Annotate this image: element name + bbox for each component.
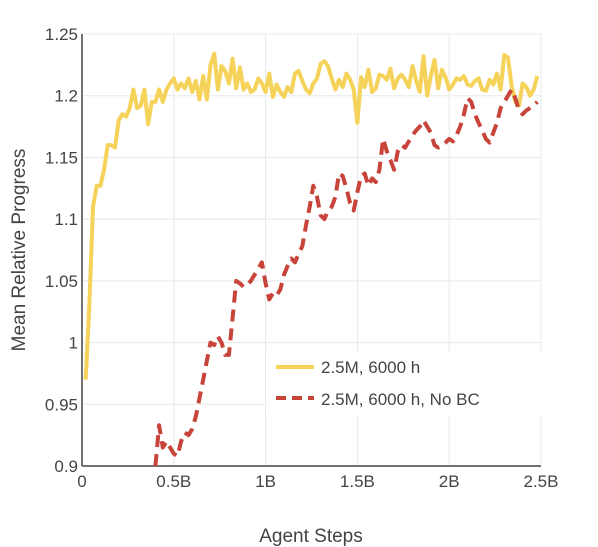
y-axis-title: Mean Relative Progress [9,149,30,352]
y-tick-label: 1.1 [54,210,78,229]
x-axis-title: Agent Steps [259,526,363,547]
x-tick-label: 0 [77,472,86,491]
x-tick-label: 0.5B [156,472,191,491]
legend-label-series-1: 2.5M, 6000 h [321,358,420,377]
series-line-2 [153,87,539,467]
y-tick-label: 0.9 [54,457,78,476]
x-tick-label: 2.5B [524,472,559,491]
axes [81,34,541,467]
y-tick-label: 1.25 [45,25,78,44]
y-tick-label: 0.95 [45,395,78,414]
legend: 2.5M, 6000 h 2.5M, 6000 h, No BC [266,352,546,416]
legend-label-series-2: 2.5M, 6000 h, No BC [321,390,480,409]
y-tick-label: 1.2 [54,87,78,106]
tick-labels: 0.9 0.95 1 1.05 1.1 1.15 1.2 1.25 0 0.5B 1B 1.5B 2B 2… [45,25,559,491]
series-line-1 [83,51,540,380]
series-group [83,51,540,467]
x-tick-label: 2B [439,472,460,491]
y-tick-label: 1.05 [45,272,78,291]
x-tick-label: 1B [255,472,276,491]
y-tick-label: 1.15 [45,148,78,167]
y-tick-label: 1 [69,334,78,353]
legend-background [266,352,546,416]
x-tick-label: 1.5B [340,472,375,491]
